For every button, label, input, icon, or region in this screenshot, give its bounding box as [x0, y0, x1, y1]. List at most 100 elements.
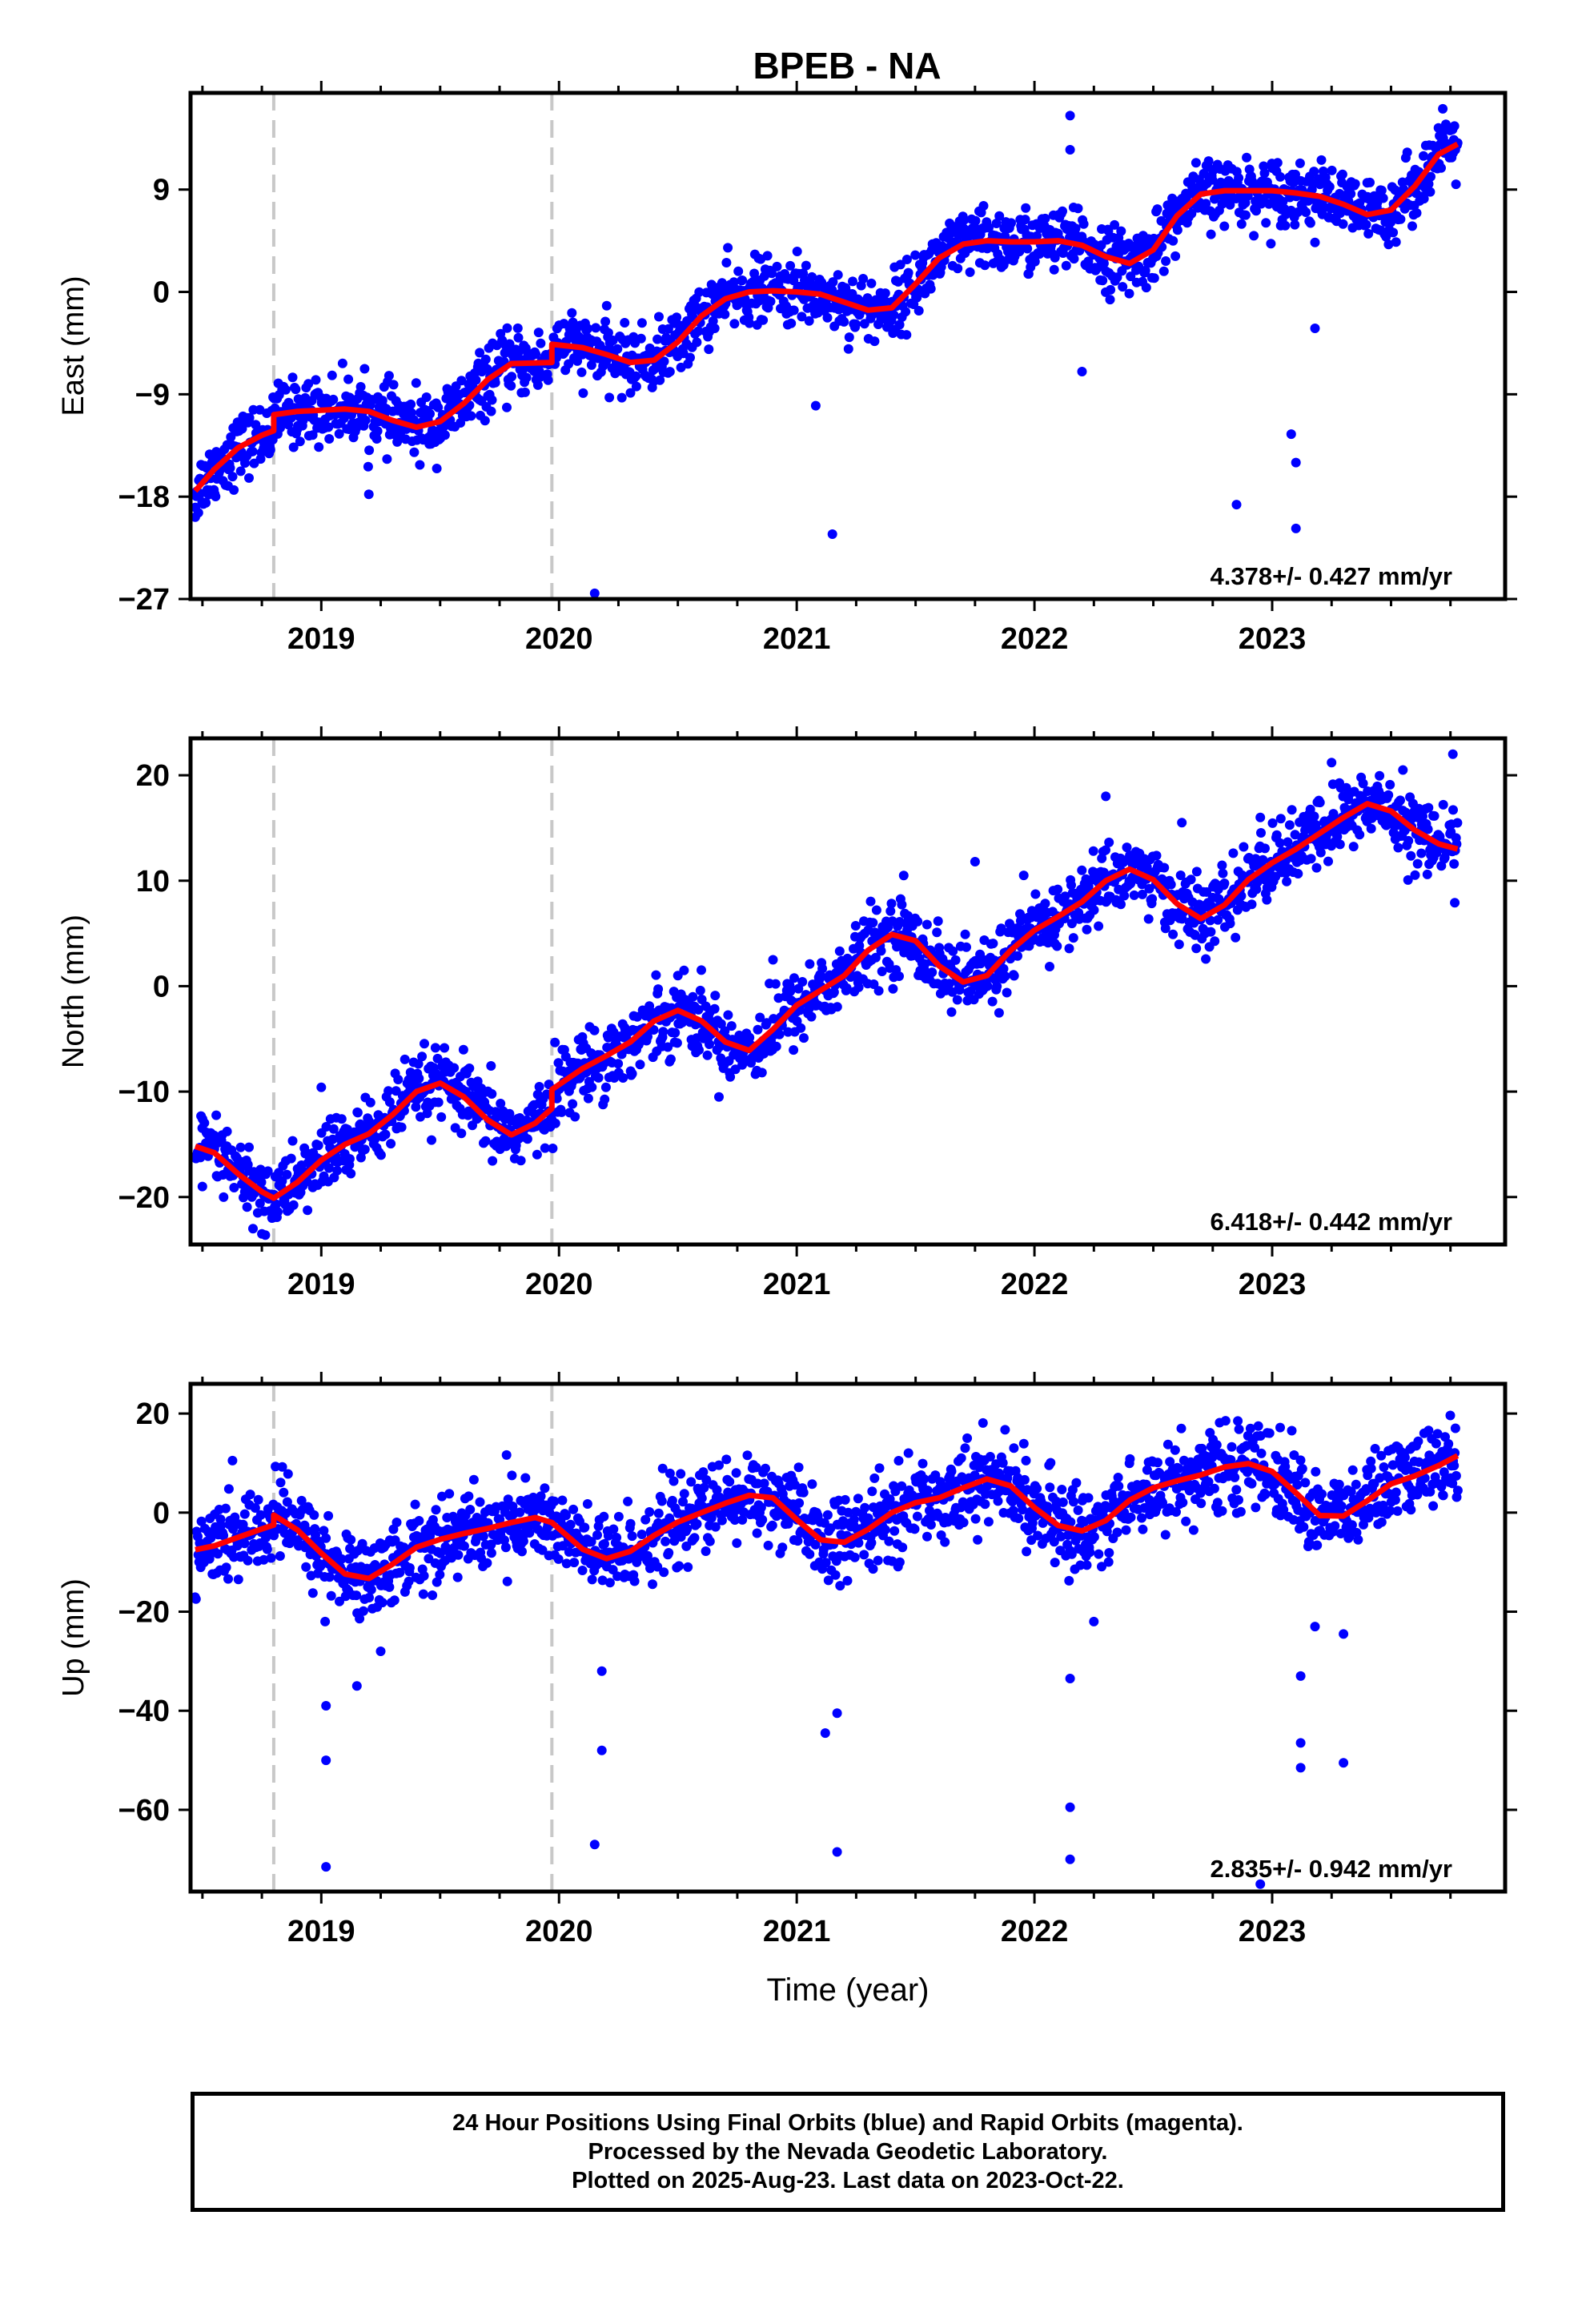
up-data-point [346, 1534, 356, 1545]
east-data-point [792, 247, 802, 256]
up-data-point [980, 1499, 990, 1510]
north-data-point [714, 1092, 724, 1102]
north-data-point [873, 986, 884, 996]
east-data-point [737, 275, 748, 285]
up-data-point [805, 1549, 815, 1559]
east-data-point [1140, 265, 1150, 275]
east-data-point [786, 318, 797, 328]
up-data-point [223, 1484, 234, 1494]
north-data-point [286, 1153, 296, 1164]
east-data-point [371, 434, 382, 444]
up-data-point [1217, 1506, 1227, 1516]
east-data-point [709, 324, 720, 333]
up-data-point [191, 1594, 201, 1604]
east-data-point [692, 337, 702, 348]
east-data-point [280, 384, 291, 395]
up-data-point [909, 1524, 920, 1534]
north-data-point [355, 1119, 366, 1129]
east-data-point [1105, 295, 1115, 305]
up-data-point [860, 1502, 870, 1513]
up-data-point [1018, 1438, 1029, 1449]
up-data-point [912, 1511, 922, 1522]
up-data-point [669, 1476, 679, 1486]
north-data-point [1147, 894, 1158, 904]
east-data-point [520, 387, 530, 397]
east-data-point [1290, 219, 1300, 230]
north-data-point [730, 1064, 741, 1075]
up-data-point [351, 1590, 362, 1601]
north-data-point [548, 1144, 558, 1153]
up-data-point [282, 1497, 292, 1507]
up-data-point [395, 1567, 405, 1578]
east-data-point [654, 312, 664, 322]
east-data-point [1069, 254, 1079, 264]
east-data-point [729, 277, 739, 287]
east-data-point [211, 492, 221, 501]
east-data-point [1402, 147, 1412, 158]
east-outlier-point [827, 529, 837, 539]
east-data-point [1161, 256, 1171, 266]
east-data-point [1116, 226, 1126, 236]
east-data-point [895, 259, 905, 270]
north-data-point [771, 1041, 781, 1051]
north-data-point [1271, 830, 1282, 840]
north-data-point [427, 1135, 436, 1145]
north-data-point [440, 1043, 450, 1053]
up-data-point [1195, 1460, 1204, 1470]
up-data-point [683, 1562, 693, 1572]
north-rate-label: 6.418+/- 0.442 mm/yr [1211, 1208, 1452, 1236]
east-data-point [636, 318, 647, 328]
up-data-point [978, 1417, 988, 1428]
up-data-point [364, 1593, 374, 1602]
east-data-point [1378, 193, 1388, 203]
north-data-point [982, 981, 993, 991]
east-data-point [745, 318, 755, 328]
up-data-point [759, 1478, 769, 1489]
north-data-point [1348, 842, 1359, 852]
north-data-point [211, 1110, 222, 1120]
north-data-point [375, 1150, 386, 1160]
east-plot-area [191, 93, 1463, 599]
up-data-point [807, 1479, 817, 1490]
east-data-point [693, 326, 704, 336]
east-data-point [1073, 203, 1083, 214]
up-data-point [849, 1552, 860, 1562]
north-data-point [1143, 914, 1154, 924]
up-data-point [1058, 1497, 1068, 1507]
north-y-tick-label: −20 [118, 1181, 170, 1215]
north-data-point [613, 1059, 624, 1069]
up-data-point [597, 1575, 608, 1586]
east-data-point [733, 266, 744, 276]
east-data-point [265, 444, 275, 455]
up-data-point [524, 1528, 535, 1538]
east-data-point [480, 354, 491, 364]
north-fit-line [194, 801, 1459, 1201]
east-data-point [839, 316, 849, 327]
up-data-point [219, 1530, 229, 1541]
up-data-point [998, 1458, 1008, 1468]
east-data-point [1383, 239, 1394, 250]
east-data-point [1419, 151, 1428, 161]
up-data-point [1158, 1498, 1167, 1508]
east-data-point [1301, 207, 1311, 217]
up-data-point [452, 1572, 463, 1582]
north-data-point [960, 929, 970, 939]
up-data-point [580, 1522, 590, 1533]
east-data-point [201, 497, 211, 508]
up-data-point [627, 1531, 637, 1542]
north-data-point [1101, 845, 1110, 855]
east-data-point [1391, 237, 1401, 247]
north-data-point [1416, 848, 1427, 858]
north-data-point [255, 1198, 265, 1208]
up-data-point [794, 1498, 805, 1508]
north-data-point [1119, 891, 1130, 901]
east-data-point [1124, 288, 1134, 299]
up-data-point [821, 1558, 831, 1568]
east-data-point [994, 211, 1005, 221]
north-data-point [770, 979, 781, 989]
up-data-point [1071, 1478, 1082, 1488]
north-data-point [1315, 798, 1325, 808]
north-data-point [1089, 905, 1099, 915]
